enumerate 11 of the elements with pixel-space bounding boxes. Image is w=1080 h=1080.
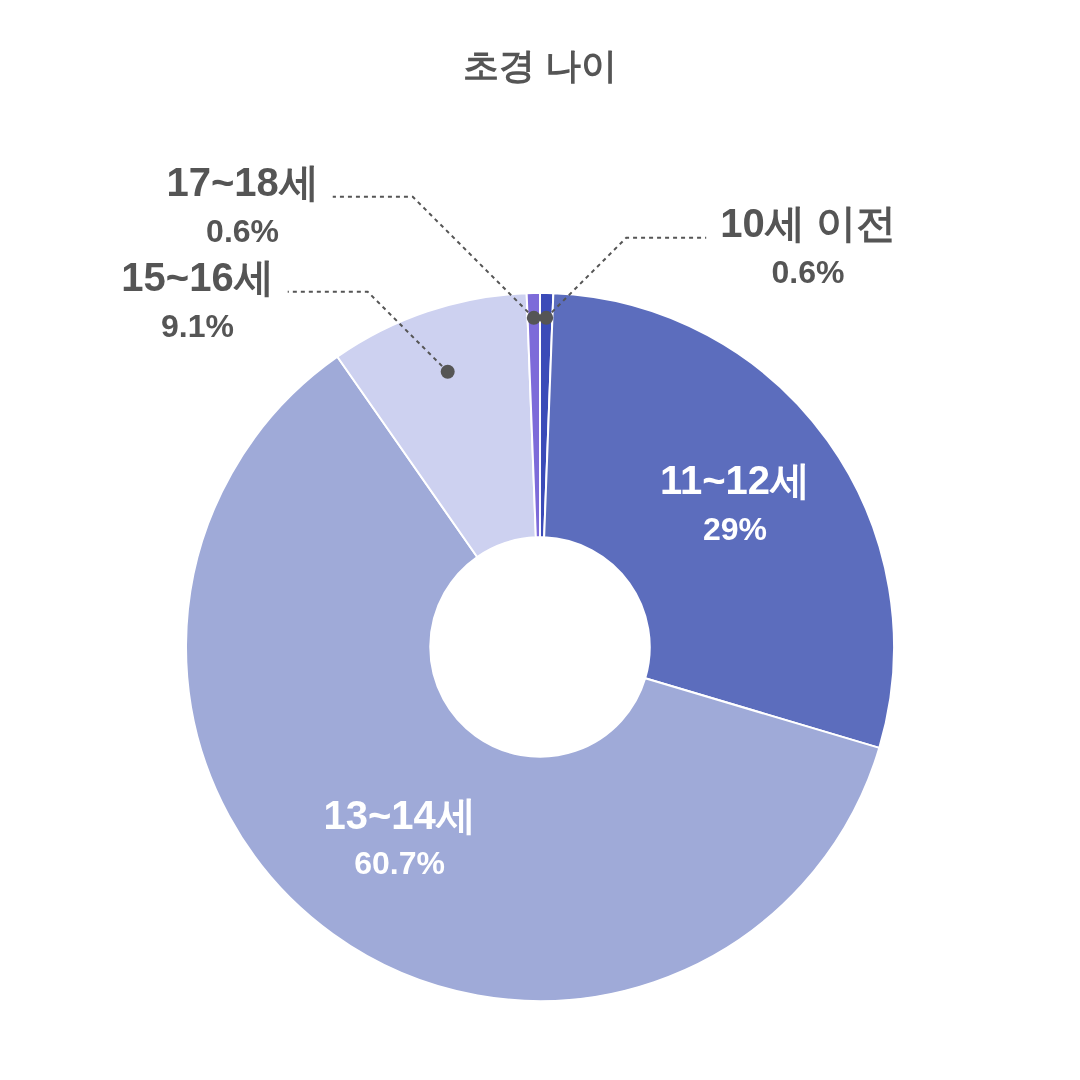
slice-label: 11~12세 xyxy=(659,458,811,503)
data-label: 9.1% xyxy=(161,307,234,344)
slice-label: 15~16세 xyxy=(121,254,274,299)
data-label: 29% xyxy=(702,511,767,548)
data-label: 0.6% xyxy=(206,212,280,249)
chart-title: 초경 나이 xyxy=(462,44,618,88)
slice-label: 17~18세 xyxy=(166,159,319,204)
data-label: 0.6% xyxy=(771,253,845,290)
slice-label: 13~14세 xyxy=(323,792,476,837)
data-label: 60.7% xyxy=(354,845,445,882)
slice-label: 10세 이전 xyxy=(720,200,896,245)
